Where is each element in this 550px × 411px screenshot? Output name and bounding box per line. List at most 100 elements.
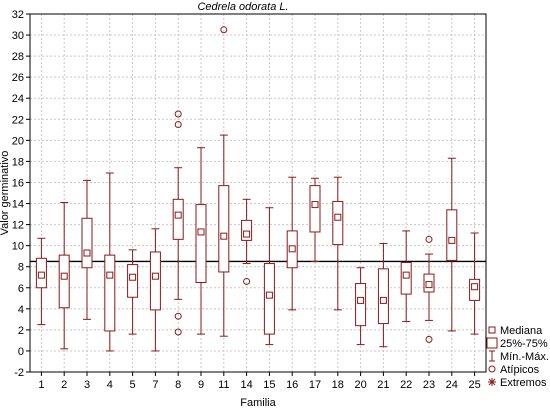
outlier-point bbox=[174, 121, 182, 129]
x-tick-label: 24 bbox=[446, 379, 458, 391]
y-tick-label: 10 bbox=[12, 241, 24, 253]
x-axis-label: Familia bbox=[240, 397, 276, 409]
median-marker bbox=[288, 245, 296, 253]
median-marker bbox=[471, 283, 479, 291]
box-1 bbox=[35, 237, 47, 326]
median-marker bbox=[60, 272, 68, 280]
box-22 bbox=[400, 230, 412, 322]
legend-extreme-swatch bbox=[488, 378, 496, 386]
median-marker bbox=[311, 201, 319, 209]
box-9 bbox=[195, 147, 207, 335]
outlier-point bbox=[220, 26, 228, 34]
y-tick-label: 22 bbox=[12, 114, 24, 126]
outlier-point bbox=[174, 328, 182, 336]
outlier-point bbox=[174, 110, 182, 118]
x-tick-label: 3 bbox=[84, 379, 90, 391]
x-tick-label: 11 bbox=[218, 379, 229, 391]
box-14 bbox=[241, 198, 253, 285]
box-iqr bbox=[81, 217, 93, 269]
box-16 bbox=[286, 176, 298, 311]
y-tick-label: 16 bbox=[12, 177, 24, 189]
box-iqr bbox=[149, 251, 161, 311]
median-marker bbox=[402, 271, 410, 279]
x-tick-label: 2 bbox=[61, 379, 67, 391]
y-tick-label: 24 bbox=[12, 93, 24, 105]
y-tick-label: 32 bbox=[12, 9, 24, 21]
legend-entry-label: Mediana bbox=[500, 325, 543, 337]
box-23 bbox=[423, 235, 435, 343]
x-tick-label: 4 bbox=[107, 379, 113, 391]
box-iqr bbox=[446, 209, 458, 261]
legend-outlier-swatch bbox=[488, 365, 496, 373]
y-tick-label: -2 bbox=[14, 367, 24, 379]
median-marker bbox=[334, 213, 342, 221]
median-marker bbox=[197, 228, 205, 236]
box-iqr bbox=[263, 263, 275, 335]
median-marker bbox=[265, 291, 273, 299]
box-8 bbox=[172, 110, 184, 336]
x-tick-label: 20 bbox=[354, 379, 366, 391]
box-2 bbox=[58, 201, 70, 350]
legend-entry-label: Atípicos bbox=[500, 364, 540, 376]
legend-entry-label: 25%-75% bbox=[500, 338, 548, 350]
box-iqr bbox=[332, 200, 344, 246]
x-tick-label: 17 bbox=[309, 379, 321, 391]
median-marker bbox=[243, 230, 251, 238]
x-tick-label: 21 bbox=[377, 379, 389, 391]
box-iqr bbox=[355, 283, 367, 327]
x-tick-label: 9 bbox=[198, 379, 204, 391]
y-tick-label: 6 bbox=[18, 283, 24, 295]
box-iqr bbox=[127, 264, 139, 298]
x-tick-label: 22 bbox=[400, 379, 412, 391]
x-tick-label: 23 bbox=[423, 379, 435, 391]
legend-entry-label: Extremos bbox=[500, 377, 547, 389]
median-marker bbox=[174, 211, 182, 219]
x-tick-label: 7 bbox=[152, 379, 158, 391]
x-tick-label: 1 bbox=[38, 379, 44, 391]
y-tick-label: 30 bbox=[12, 30, 24, 42]
median-marker bbox=[448, 236, 456, 244]
grid bbox=[30, 13, 486, 373]
x-tick-label: 16 bbox=[286, 379, 298, 391]
box-7 bbox=[149, 228, 161, 352]
outlier-point bbox=[174, 312, 182, 320]
outlier-point bbox=[243, 277, 251, 285]
box-18 bbox=[332, 176, 344, 311]
box-iqr bbox=[423, 273, 435, 293]
box-21 bbox=[377, 243, 389, 348]
box-iqr bbox=[104, 254, 116, 332]
legend-entry-label: Mín.-Máx. bbox=[500, 351, 549, 363]
box-iqr bbox=[195, 204, 207, 283]
box-iqr bbox=[58, 254, 70, 309]
y-tick-label: 18 bbox=[12, 156, 24, 168]
median-marker bbox=[151, 272, 159, 280]
y-tick-label: 4 bbox=[18, 304, 24, 316]
box-15 bbox=[263, 207, 275, 346]
box-iqr bbox=[309, 185, 321, 233]
box-iqr bbox=[286, 230, 298, 269]
chart-title: Cedrela odorata L. bbox=[197, 1, 288, 13]
boxes bbox=[35, 26, 481, 352]
x-tick-label: 5 bbox=[130, 379, 136, 391]
x-ticks: 1 2 3 4 5 7 8 9 11 14 15 16 17 18 20 21 22 23 24 25 bbox=[38, 372, 481, 391]
box-iqr bbox=[377, 268, 389, 325]
y-axis-label: Valor germinativo bbox=[0, 151, 11, 236]
x-tick-label: 14 bbox=[240, 379, 252, 391]
y-tick-label: 0 bbox=[18, 346, 24, 358]
y-tick-label: 14 bbox=[12, 199, 24, 211]
y-tick-label: 8 bbox=[18, 262, 24, 274]
box-20 bbox=[355, 267, 367, 346]
median-marker bbox=[129, 273, 137, 281]
y-tick-label: 28 bbox=[12, 51, 24, 63]
median-marker bbox=[37, 271, 45, 279]
y-tick-label: 20 bbox=[12, 135, 24, 147]
median-marker bbox=[106, 271, 114, 279]
x-tick-label: 8 bbox=[175, 379, 181, 391]
legend-median-swatch bbox=[488, 326, 496, 334]
x-tick-label: 25 bbox=[468, 379, 480, 391]
box-4 bbox=[104, 172, 116, 352]
x-tick-label: 18 bbox=[332, 379, 344, 391]
